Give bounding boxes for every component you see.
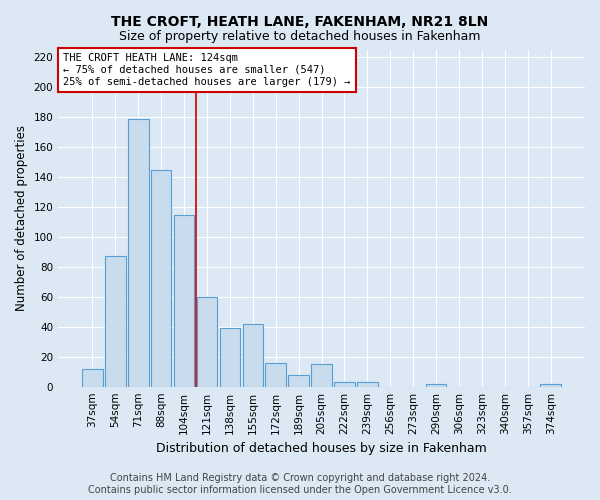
Bar [265,362,286,386]
Bar [128,119,149,386]
Bar [242,324,263,386]
Bar [174,214,194,386]
Bar [426,384,446,386]
Text: THE CROFT HEATH LANE: 124sqm
← 75% of detached houses are smaller (547)
25% of s: THE CROFT HEATH LANE: 124sqm ← 75% of de… [64,54,351,86]
Bar [197,297,217,386]
Bar [82,368,103,386]
Bar [289,374,309,386]
Y-axis label: Number of detached properties: Number of detached properties [15,126,28,312]
Bar [357,382,378,386]
X-axis label: Distribution of detached houses by size in Fakenham: Distribution of detached houses by size … [156,442,487,455]
Bar [334,382,355,386]
Text: THE CROFT, HEATH LANE, FAKENHAM, NR21 8LN: THE CROFT, HEATH LANE, FAKENHAM, NR21 8L… [112,15,488,29]
Text: Contains HM Land Registry data © Crown copyright and database right 2024.
Contai: Contains HM Land Registry data © Crown c… [88,474,512,495]
Bar [311,364,332,386]
Bar [541,384,561,386]
Text: Size of property relative to detached houses in Fakenham: Size of property relative to detached ho… [119,30,481,43]
Bar [151,170,172,386]
Bar [220,328,240,386]
Bar [105,256,125,386]
